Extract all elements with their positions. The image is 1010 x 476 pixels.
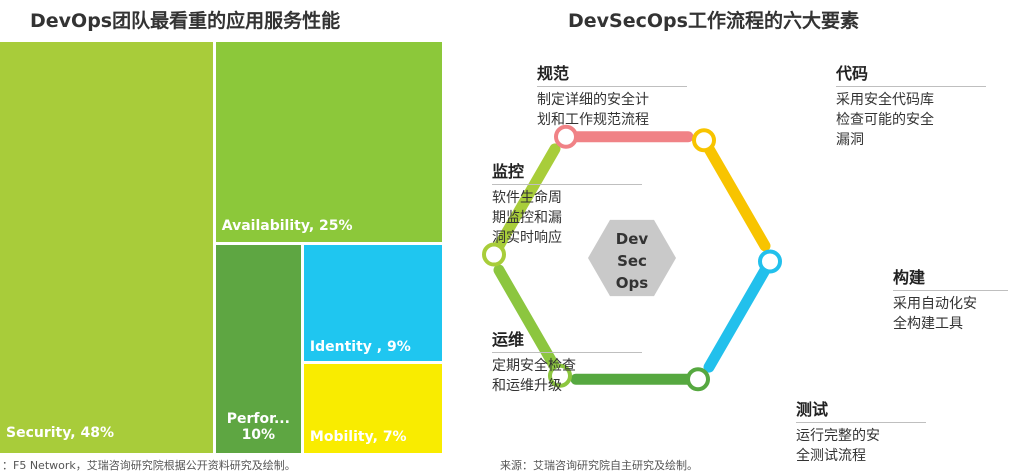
treemap-label-mobility: Mobility, 7% [309, 428, 407, 445]
treemap-label-performance: Perfor... 10% [226, 410, 290, 443]
treemap-tile-security: Security, 48% [0, 42, 213, 453]
center-label: Ops [616, 274, 648, 292]
cycle-node-test [686, 367, 710, 392]
step-code-title: 代码 [836, 60, 986, 87]
step-spec: 规范 制定详细的安全计 划和工作规范流程 [537, 60, 687, 130]
center-label: Sec [617, 252, 647, 270]
cycle-segment-ops [493, 264, 561, 373]
cycle-segment-monitor [493, 143, 561, 252]
step-test: 测试 运行完整的安 全测试流程 [796, 396, 926, 466]
flow-source: 来源：艾瑞咨询研究院自主研究及绘制。 [500, 459, 698, 472]
step-monitor-title: 监控 [492, 158, 642, 185]
step-spec-desc: 制定详细的安全计 划和工作规范流程 [537, 92, 649, 128]
cycle-node-build [758, 249, 782, 274]
step-spec-title: 规范 [537, 60, 687, 87]
step-monitor: 监控 软件生命周 期监控和漏 洞实时响应 [492, 158, 642, 248]
cycle-node-code [692, 128, 716, 153]
step-monitor-desc: 软件生命周 期监控和漏 洞实时响应 [492, 190, 562, 246]
step-test-desc: 运行完整的安 全测试流程 [796, 428, 880, 464]
step-build: 构建 采用自动化安 全构建工具 [893, 264, 1008, 334]
center-hexagon [588, 219, 676, 297]
center-label: Dev [616, 230, 649, 248]
treemap-tile-identity: Identity , 9% [303, 244, 442, 361]
step-build-desc: 采用自动化安 全构建工具 [893, 296, 977, 332]
step-code: 代码 采用安全代码库 检查可能的安全 漏洞 [836, 60, 986, 150]
cycle-segment-code [703, 143, 771, 252]
treemap-label-security: Security, 48% [6, 425, 114, 441]
flow-title: DevSecOps工作流程的六大要素 [568, 10, 859, 32]
cycle-node-spec [554, 124, 578, 149]
step-test-title: 测试 [796, 396, 926, 423]
step-ops-desc: 定期安全检查 和运维升级 [492, 358, 576, 394]
treemap-tile-performance: Perfor... 10% [215, 244, 301, 453]
step-ops: 运维 定期安全检查 和运维升级 [492, 326, 642, 396]
step-ops-title: 运维 [492, 326, 642, 353]
treemap-label-availability: Availability, 25% [221, 217, 353, 234]
cycle-segment-build [703, 264, 771, 373]
treemap-source: ：F5 Network，艾瑞咨询研究院根据公开资料研究及绘制。 [2, 459, 296, 472]
cycle-node-monitor [482, 242, 506, 267]
treemap-label-identity: Identity , 9% [309, 338, 411, 355]
cycle-node-ops [548, 363, 572, 388]
treemap-title: DevOps团队最看重的应用服务性能 [30, 10, 341, 32]
step-code-desc: 采用安全代码库 检查可能的安全 漏洞 [836, 92, 934, 148]
treemap-tile-availability: Availability, 25% [215, 42, 442, 242]
devsecops-cycle-diagram: Dev Sec Ops [482, 124, 782, 392]
treemap-tile-mobility: Mobility, 7% [303, 363, 442, 453]
step-build-title: 构建 [893, 264, 1008, 291]
